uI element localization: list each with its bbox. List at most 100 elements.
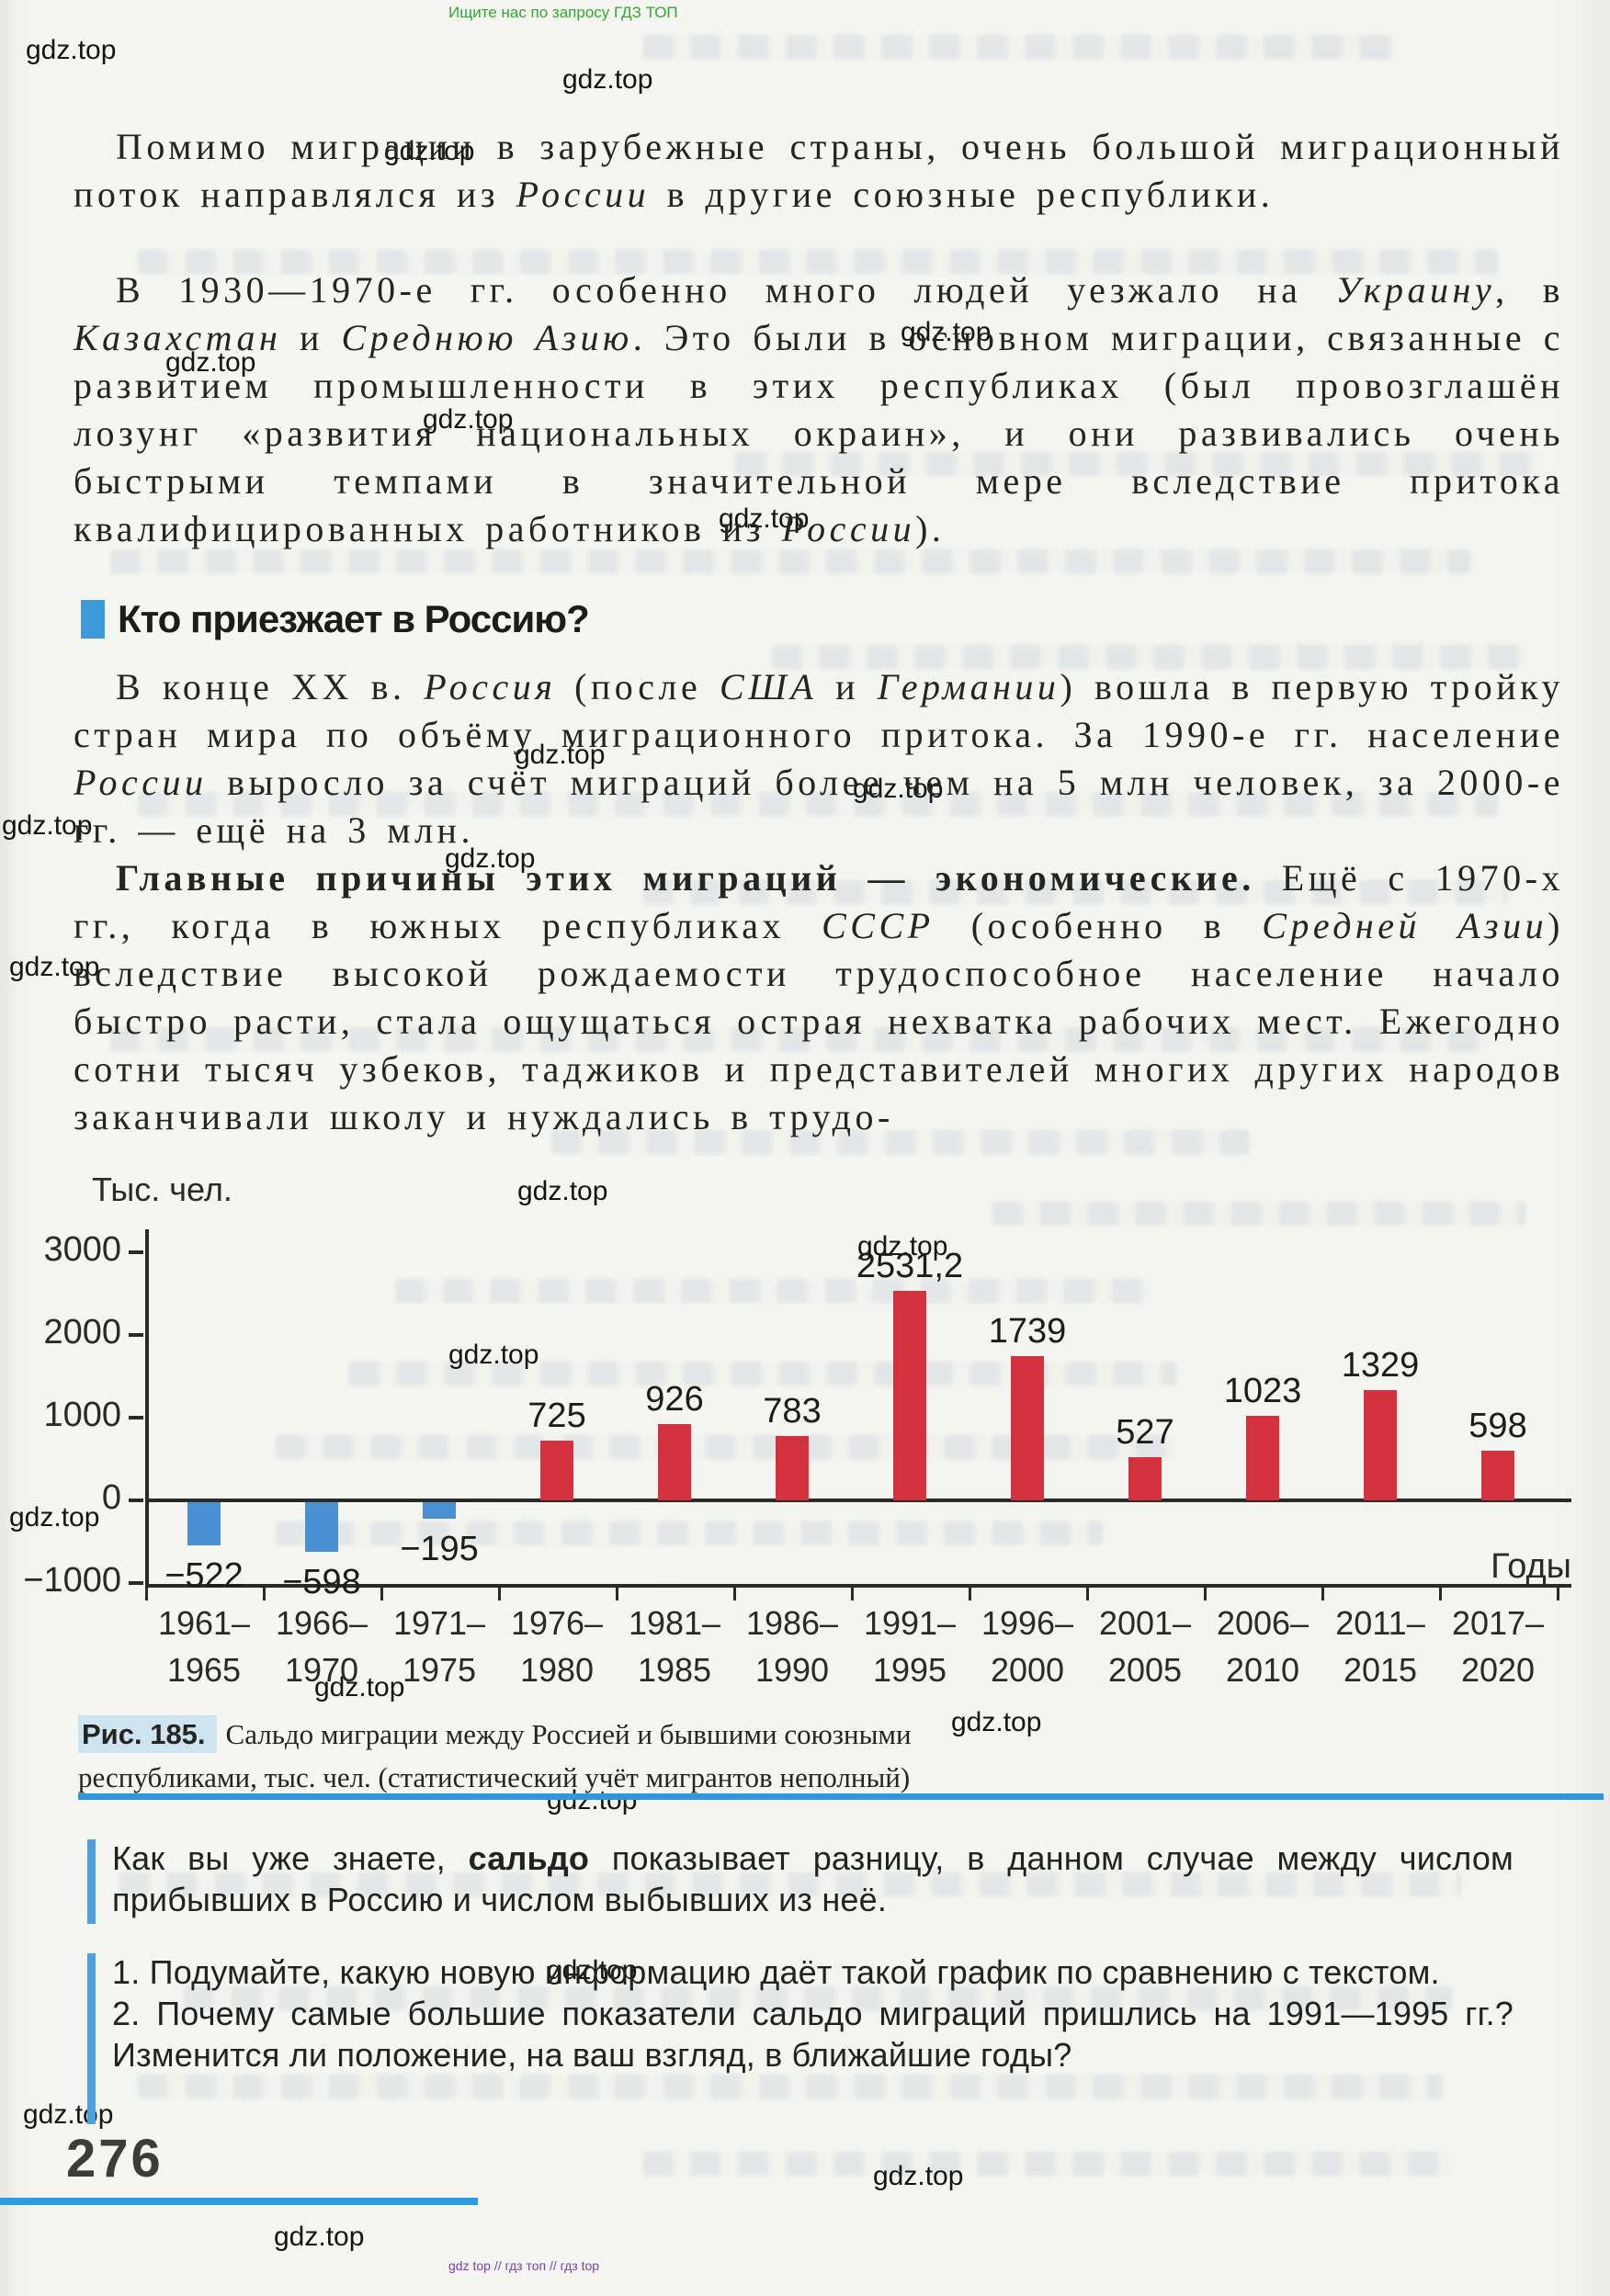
chart-x-category-label-line2: 1975: [402, 1651, 477, 1689]
watermark-gdz-top: gdz.top: [448, 1340, 539, 1370]
watermark-gdz-top: gdz.top: [951, 1707, 1042, 1737]
chart-y-tick: [129, 1499, 143, 1502]
watermark-gdz-top: gdz.top: [9, 1502, 100, 1533]
chart-x-category-label-line1: 1986–: [745, 1604, 839, 1642]
chart-bar: [423, 1502, 456, 1519]
chart-x-category-label-line2: 2010: [1225, 1651, 1300, 1689]
heading-bullet-square-icon: [81, 600, 105, 639]
watermark-gdz-top: gdz.top: [547, 1785, 638, 1815]
chart-y-tick-label: 0: [101, 1478, 121, 1517]
chart-x-category-label-line2: 1985: [637, 1651, 712, 1689]
chart-bar-value-label: 1023: [1223, 1371, 1302, 1410]
chart-y-tick-label: 1000: [43, 1396, 121, 1434]
caption-divider-line: [78, 1793, 1604, 1800]
chart-bar: [1246, 1415, 1279, 1500]
chart-bar-value-label: −195: [400, 1529, 479, 1568]
note-text: Как вы уже знаете, сальдо показывает раз…: [112, 1839, 1514, 1918]
chart-x-tick: [616, 1586, 618, 1600]
chart-bar: [1128, 1456, 1162, 1500]
chart-x-tick: [733, 1586, 736, 1600]
chart-x-category-label-line2: 2015: [1343, 1651, 1418, 1689]
watermark-footer: gdz top // гдз топ // гдз top: [448, 2258, 600, 2273]
watermark-gdz-top: gdz.top: [314, 1672, 405, 1702]
chart-bar-value-label: 2531,2: [856, 1247, 964, 1286]
chart-x-category-label-line1: 1961–: [157, 1604, 251, 1642]
chart-zero-line: [147, 1499, 1571, 1502]
chart-x-axis-title: Годы: [1491, 1547, 1571, 1586]
watermark-gdz-top: gdz.top: [445, 843, 536, 874]
chart-y-tick: [129, 1333, 143, 1337]
chart-bar-value-label: 598: [1468, 1407, 1527, 1446]
chart-bar: [1481, 1451, 1514, 1500]
chart-bar-value-label: 725: [527, 1396, 586, 1435]
watermark-gdz-top: gdz.top: [515, 740, 606, 770]
chart-x-category-label-line1: 1996–: [981, 1604, 1074, 1642]
section-heading: Кто приезжает в Россию?: [81, 597, 590, 641]
questions-block: 1. Подумайте, какую новую информацию даё…: [112, 1951, 1514, 2075]
chart-bar: [1364, 1390, 1397, 1500]
chart-x-category-label-line2: 2000: [990, 1651, 1065, 1689]
chart-bar: [893, 1291, 926, 1500]
chart-y-axis-title: Тыс. чел.: [92, 1171, 232, 1208]
watermark-gdz-top: gdz.top: [274, 2222, 365, 2252]
chart-y-tick-label: 2000: [43, 1313, 121, 1352]
chart-y-tick: [129, 1416, 143, 1419]
chart-bar: [658, 1423, 691, 1500]
chart-bar-value-label: 527: [1116, 1412, 1174, 1452]
chart-x-category-label-line1: 1971–: [392, 1604, 486, 1642]
chart-y-tick: [129, 1250, 143, 1254]
figure-caption-text: Сальдо миграции между Россией и бывшими …: [78, 1718, 912, 1793]
watermark-gdz-top: gdz.top: [517, 1176, 608, 1206]
chart-y-tick: [129, 1581, 143, 1585]
chart-x-category-label-line1: 2001–: [1098, 1604, 1192, 1642]
watermark-gdz-top: gdz.top: [423, 404, 514, 435]
chart-x-category-label-line1: 2011–: [1335, 1604, 1425, 1642]
chart-x-tick: [498, 1586, 501, 1600]
page-number: 276: [66, 2129, 164, 2189]
watermark-gdz-top: gdz.top: [26, 35, 117, 65]
chart-x-category-label-line1: 1981–: [628, 1604, 721, 1642]
chart-x-category-label-line2: 2020: [1460, 1651, 1536, 1689]
chart-bar-value-label: −598: [282, 1562, 361, 1601]
chart-y-tick-label: −1000: [23, 1561, 121, 1600]
chart-bar: [305, 1502, 338, 1552]
chart-x-tick: [1204, 1586, 1207, 1600]
chart-x-tick: [380, 1586, 383, 1600]
chart-x-category-label-line1: 2017–: [1451, 1604, 1545, 1642]
chart-x-category-label-line1: 1976–: [510, 1604, 604, 1642]
paragraph-1930-1970-migrations: В 1930—1970-е гг. особенно много людей у…: [74, 269, 1565, 549]
chart-x-category-label-line1: 1966–: [275, 1604, 368, 1642]
watermark-gdz-top: gdz.top: [384, 136, 475, 166]
chart-y-axis-line: [145, 1229, 149, 1588]
watermark-gdz-top: gdz.top: [562, 64, 653, 95]
chart-bar-value-label: 783: [763, 1391, 822, 1431]
chart-x-category-label-line2: 1990: [754, 1651, 830, 1689]
question-item: 1. Подумайте, какую новую информацию даё…: [112, 1953, 1440, 1991]
migration-balance-bar-chart: Тыс. чел. 3000 2000 1000 0 −1000 −522 1961– 196…: [0, 1139, 1610, 1713]
chart-bar-value-label: 1329: [1341, 1346, 1420, 1386]
chart-x-category-label-line2: 1970: [284, 1651, 359, 1689]
watermark-gdz-top: gdz.top: [719, 503, 810, 534]
paragraph-migration-reasons: Главные причины этих миграций — экономич…: [74, 857, 1565, 1137]
watermark-gdz-top: gdz.top: [547, 1955, 638, 1985]
questions-accent-bar: [87, 1953, 96, 2124]
chart-x-tick: [1557, 1586, 1559, 1600]
watermark-gdz-top: gdz.top: [901, 317, 992, 347]
chart-x-tick: [969, 1586, 971, 1600]
watermark-gdz-top: gdz.top: [857, 1231, 948, 1261]
chart-x-category-label-line2: 1965: [166, 1651, 242, 1689]
chart-x-tick: [1086, 1586, 1089, 1600]
chart-bar: [1011, 1356, 1044, 1500]
chart-bar-value-label: 1739: [988, 1312, 1067, 1352]
note-block: Как вы уже знаете, сальдо показывает раз…: [112, 1838, 1514, 1920]
chart-x-tick: [145, 1586, 148, 1600]
chart-x-tick: [1439, 1586, 1442, 1600]
watermark-gdz-top: gdz.top: [23, 2099, 114, 2130]
chart-x-category-label-line1: 2006–: [1216, 1604, 1310, 1642]
chart-y-tick-label: 3000: [43, 1230, 121, 1269]
watermark-gdz-top: gdz.top: [9, 952, 100, 982]
page-number-underline: [0, 2198, 478, 2205]
watermark-gdz-top: gdz.top: [165, 347, 256, 378]
chart-x-category-label-line1: 1991–: [863, 1604, 957, 1642]
